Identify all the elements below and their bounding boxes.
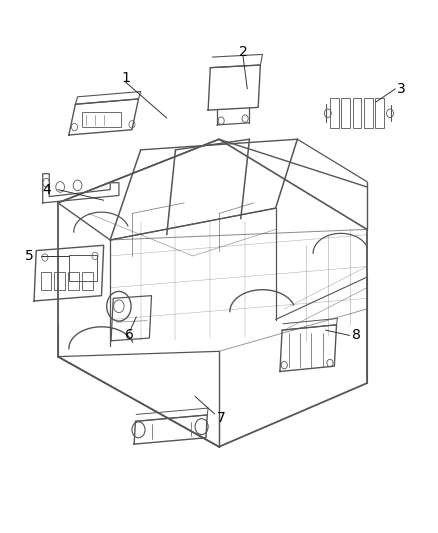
Bar <box>341 99 350 127</box>
Bar <box>353 99 361 127</box>
Text: 4: 4 <box>43 183 51 197</box>
Text: 3: 3 <box>397 82 406 96</box>
Bar <box>54 272 65 290</box>
Text: 6: 6 <box>125 328 134 342</box>
Text: 2: 2 <box>239 45 247 59</box>
Text: 7: 7 <box>217 410 226 425</box>
Bar <box>82 112 121 127</box>
Text: 8: 8 <box>352 328 360 342</box>
Bar <box>69 255 97 281</box>
Bar <box>68 272 79 290</box>
Bar <box>364 99 373 127</box>
Bar <box>82 272 93 290</box>
Text: 5: 5 <box>25 249 34 263</box>
Bar <box>41 272 51 290</box>
Bar <box>375 99 384 127</box>
Bar <box>330 99 339 127</box>
Text: 1: 1 <box>121 71 130 85</box>
